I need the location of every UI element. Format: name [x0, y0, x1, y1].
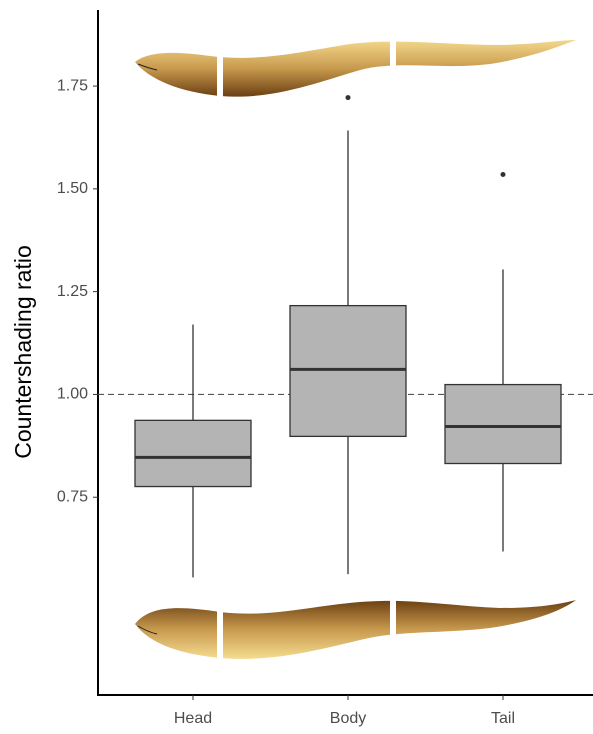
page: Countershading ratio 0.75 1.00 1.25 1.50 1.7…	[0, 0, 593, 734]
y-tick-label: 1.25	[57, 283, 88, 300]
x-tick-label: Body	[330, 710, 366, 727]
y-tick-label: 1.75	[57, 77, 88, 94]
x-tick-label: Head	[174, 710, 212, 727]
chart: Countershading ratio 0.75 1.00 1.25 1.50 1.7…	[0, 0, 593, 734]
outlier	[501, 172, 506, 177]
box	[290, 306, 406, 437]
box	[445, 385, 561, 464]
y-tick-label: 0.75	[57, 488, 88, 505]
y-tick-label: 1.50	[57, 180, 88, 197]
worm-bottom	[135, 596, 576, 664]
y-axis-title: Countershading ratio	[10, 245, 36, 459]
y-tick-label: 1.00	[57, 386, 88, 403]
worm-top	[135, 36, 576, 102]
x-tick-label: Tail	[491, 710, 515, 727]
box	[135, 420, 251, 486]
outlier	[346, 95, 351, 100]
